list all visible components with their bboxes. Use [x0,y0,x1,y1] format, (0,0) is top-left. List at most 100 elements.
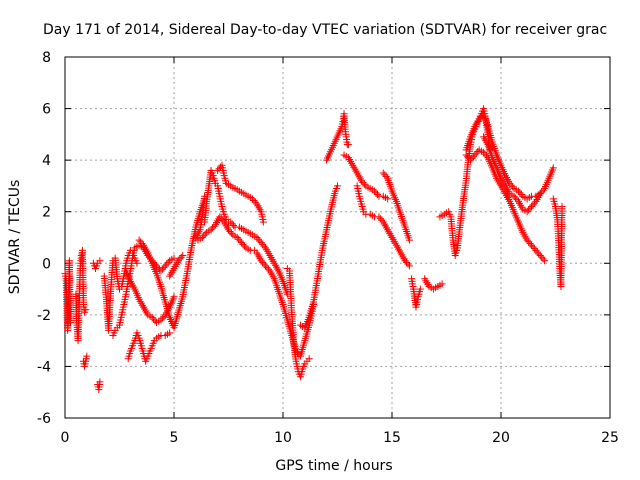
plot-frame [64,56,611,419]
data-point-marker [201,230,209,238]
y-tick-label: -2 [37,308,51,324]
data-point-marker [416,285,424,293]
data-points [61,105,566,394]
data-point-marker [235,235,243,243]
axis-ticks [64,56,611,419]
data-point-marker [344,141,352,149]
data-point-marker [529,201,537,209]
data-point-marker [466,156,474,164]
data-point-marker [538,253,546,261]
data-point-marker [530,245,538,253]
data-point-marker [526,240,534,248]
data-point-marker [230,221,238,229]
data-point-marker [200,232,208,240]
x-tick-label: 20 [492,430,510,446]
data-point-marker [472,149,480,157]
data-point-marker [507,181,515,189]
data-point-marker [170,254,178,262]
data-point-marker [475,115,483,123]
data-point-marker [541,257,549,265]
data-point-marker [405,262,413,270]
data-point-marker [539,186,547,194]
data-point-marker [525,238,533,246]
data-point-marker [251,198,259,206]
data-point-marker [401,257,409,265]
data-point-marker [239,240,247,248]
data-point-marker [257,257,265,265]
data-point-marker [334,182,341,190]
y-axis-label: SDTVAR / TECUs [7,180,23,295]
data-point-marker [166,329,174,337]
data-point-marker [506,179,514,187]
data-point-marker [539,255,547,263]
data-point-marker [240,242,248,250]
data-point-marker [528,241,536,249]
data-point-marker [160,313,168,321]
data-point-marker [137,238,145,246]
data-point-marker [260,260,268,268]
data-point-marker [516,189,524,197]
data-point-marker [360,180,368,188]
y-tick-labels: -6 -4 -2 0 2 4 6 8 [37,50,51,427]
data-point-marker [530,199,538,207]
data-point-marker [248,195,256,203]
data-point-marker [260,242,268,250]
data-point-marker [135,236,143,244]
y-tick-label: 2 [42,205,51,221]
data-point-marker [438,280,446,288]
data-point-marker [215,165,223,173]
data-point-marker [225,226,232,234]
data-point-marker [259,218,267,226]
data-point-marker [528,203,536,211]
data-point-marker [209,224,217,232]
x-tick-labels: 0 5 10 15 20 25 [61,430,619,446]
data-point-marker [403,258,411,266]
data-point-marker [462,151,470,159]
data-point-marker [254,235,262,243]
data-point-marker [163,260,171,268]
data-point-marker [357,177,365,185]
data-point-marker [372,189,380,197]
data-point-marker [517,191,525,199]
data-point-marker [549,164,557,172]
data-point-marker [96,378,104,386]
x-tick-label: 15 [383,430,401,446]
data-point-marker [148,313,156,321]
data-point-marker [158,314,166,322]
data-point-marker [161,262,169,270]
y-tick-label: 8 [42,50,51,66]
x-tick-label: 5 [170,430,179,446]
y-tick-label: -4 [37,359,51,375]
data-point-marker [96,257,104,265]
data-point-marker [480,148,488,156]
data-point-marker [138,240,146,248]
data-point-marker [170,293,178,301]
y-tick-label: 4 [42,153,51,169]
data-point-marker [405,236,413,244]
data-point-marker [384,195,392,203]
data-point-marker [510,192,518,200]
data-point-marker [198,234,206,241]
data-point-marker [217,215,225,223]
data-point-marker [150,315,158,323]
data-point-marker [157,267,165,275]
data-point-marker [558,203,566,211]
data-point-marker [523,236,531,244]
data-point-marker [253,234,261,241]
data-point-marker [469,153,477,161]
data-point-marker [381,171,389,179]
data-point-marker [226,227,234,235]
data-point-marker [529,243,537,251]
data-point-marker [525,206,533,214]
data-point-marker [513,196,521,204]
data-point-marker [160,264,168,272]
data-point-marker [509,183,517,191]
data-point-marker [210,222,218,230]
data-point-marker [379,169,387,177]
data-point-marker [207,226,215,234]
data-point-marker [535,250,543,258]
data-point-marker [216,213,224,221]
data-point-marker [174,257,182,265]
data-point-marker [514,187,522,195]
data-point-marker [477,113,485,121]
